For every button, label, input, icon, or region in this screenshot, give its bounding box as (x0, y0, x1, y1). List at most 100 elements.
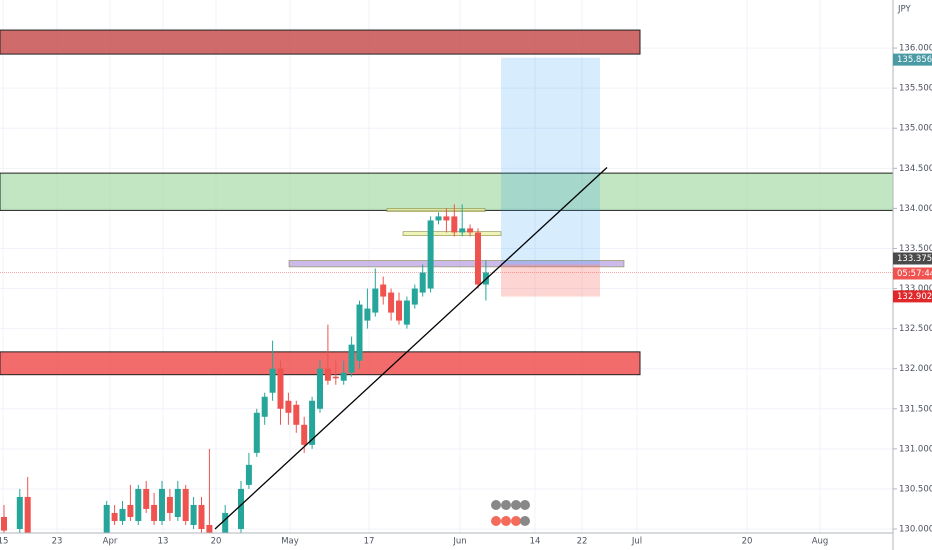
countdown-box (893, 267, 932, 280)
y-tick-label: 134.500 (899, 164, 932, 174)
position-stop (501, 264, 600, 297)
position-target (501, 57, 600, 265)
candle-body (253, 412, 260, 453)
candle-body (459, 228, 466, 233)
candle-body (198, 504, 205, 529)
drawings (0, 29, 894, 376)
x-tick-label: Aug (812, 537, 829, 547)
x-tick-label: 14 (530, 537, 541, 547)
candle-body (103, 504, 110, 533)
candle-body (356, 304, 363, 361)
y-tick-label: 136.000 (899, 44, 932, 54)
x-tick-label: Apr (103, 537, 118, 547)
candle-body (151, 504, 158, 521)
candle-body (419, 272, 426, 293)
trendline (214, 167, 608, 530)
event-icon (491, 500, 501, 510)
candle-body (388, 292, 395, 313)
countdown: 05:57:44 (897, 269, 932, 279)
candle-body (403, 300, 410, 325)
event-icon (501, 516, 511, 526)
event-icon (511, 500, 521, 510)
event-icon (511, 516, 521, 526)
candle-body (427, 220, 434, 289)
candle-body (182, 488, 189, 521)
candle-body (261, 396, 268, 417)
candle-body (396, 300, 402, 321)
candle-body (324, 368, 331, 381)
candle-body (467, 228, 474, 233)
x-tick-label: Jul (631, 537, 642, 547)
candle-body (24, 496, 31, 533)
candle-body (309, 400, 316, 445)
candle-body (293, 404, 300, 425)
candle-body (222, 512, 229, 533)
candle-body (364, 308, 371, 321)
x-tick-label: 15 (0, 537, 8, 547)
zone (386, 208, 486, 212)
candle-body (190, 504, 197, 525)
candle-body (451, 216, 458, 233)
y-tick-label: 131.500 (899, 404, 932, 414)
candle-body (317, 368, 323, 409)
candle-body (348, 344, 355, 373)
candle-body (380, 284, 387, 297)
price-label: 133.375 (897, 254, 932, 264)
price-label: 132.902 (897, 292, 932, 302)
x-tick-label: 17 (364, 537, 375, 547)
y-tick-label: 135.000 (899, 124, 932, 134)
candle-body (159, 488, 165, 521)
event-icon (501, 500, 511, 510)
candle-body (174, 488, 181, 517)
zone (288, 260, 625, 268)
x-tick-label: 20 (742, 537, 753, 547)
candle-body (119, 508, 126, 521)
candle-body (238, 488, 244, 529)
candle-body (206, 524, 213, 533)
zone (0, 172, 894, 211)
price-label-box (893, 290, 932, 303)
y-tick-label: 132.000 (899, 364, 932, 374)
candle-body (277, 368, 284, 409)
event-icon (491, 516, 501, 526)
axes: 130.000 130.500 131.000 131.500 132.000 132.5… (0, 44, 932, 547)
candle-body (372, 288, 379, 313)
price-label-box (893, 53, 932, 66)
price-label-box (893, 252, 932, 265)
currency-label: JPY (897, 5, 911, 15)
y-tick-label: 133.500 (899, 244, 932, 254)
candle-body (443, 216, 450, 221)
y-tick-label: 130.500 (899, 484, 932, 494)
candles (1, 204, 489, 533)
event-icon (520, 500, 530, 510)
x-tick-label: 22 (577, 537, 588, 547)
candle-body (127, 504, 134, 517)
candle-body (143, 488, 150, 509)
candle-body (135, 488, 142, 521)
y-tick-label: 135.500 (899, 84, 932, 94)
candle-body (16, 496, 23, 529)
candle-body (332, 376, 339, 379)
candle-body (301, 424, 308, 445)
x-tick-label: 23 (52, 537, 63, 547)
candle-body (269, 368, 276, 393)
y-tick-label: 132.500 (899, 324, 932, 334)
y-tick-label: 133.000 (899, 284, 932, 294)
x-tick-label: Jun (452, 537, 466, 547)
y-tick-label: 134.000 (899, 204, 932, 214)
candle-body (435, 216, 442, 221)
x-tick-label: 20 (211, 537, 222, 547)
candle-body (475, 232, 481, 285)
zone (0, 29, 641, 55)
event-icon (520, 516, 530, 526)
y-tick-label: 131.000 (899, 444, 932, 454)
event-icons (491, 500, 530, 526)
candle-body (245, 464, 252, 485)
x-tick-label: 13 (158, 537, 169, 547)
price-label: 135.856 (897, 55, 932, 65)
candle-body (285, 400, 292, 413)
x-tick-label: May (281, 537, 299, 547)
candle-body (411, 288, 418, 305)
